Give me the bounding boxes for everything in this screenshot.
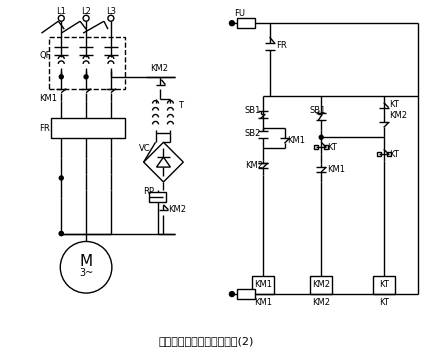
Text: L1: L1 — [57, 7, 66, 16]
Text: KT: KT — [327, 143, 337, 152]
Circle shape — [230, 292, 235, 297]
Bar — [149, 192, 166, 202]
Text: 3~: 3~ — [79, 268, 93, 278]
Text: KM2: KM2 — [312, 280, 330, 289]
Text: KT: KT — [388, 150, 399, 159]
Circle shape — [59, 232, 63, 235]
Bar — [377, 152, 381, 156]
Text: T: T — [178, 101, 183, 110]
Text: KM2: KM2 — [388, 111, 407, 120]
Circle shape — [59, 232, 63, 235]
Bar — [237, 289, 255, 299]
Circle shape — [59, 75, 63, 79]
Text: SB2: SB2 — [245, 129, 261, 138]
Circle shape — [108, 15, 114, 21]
Text: FU: FU — [235, 9, 245, 18]
Text: KM1: KM1 — [254, 280, 272, 289]
Text: L3: L3 — [106, 7, 116, 16]
Text: SB1: SB1 — [245, 106, 261, 115]
Text: KM1: KM1 — [254, 298, 272, 306]
Text: FR: FR — [40, 124, 50, 133]
Circle shape — [84, 75, 88, 79]
Circle shape — [60, 241, 112, 293]
Text: RP: RP — [143, 187, 154, 196]
Bar — [310, 276, 332, 294]
Text: KM1: KM1 — [40, 94, 57, 103]
Text: KM2: KM2 — [168, 205, 186, 214]
Text: KM2: KM2 — [245, 161, 263, 169]
Circle shape — [83, 15, 89, 21]
Text: 时间原则能耗制动控制电路(2): 时间原则能耗制动控制电路(2) — [158, 336, 254, 346]
Text: KM2: KM2 — [150, 64, 169, 73]
Text: QF: QF — [40, 52, 51, 60]
Text: KT: KT — [388, 100, 399, 109]
Bar — [314, 145, 318, 149]
Bar — [387, 152, 391, 156]
Circle shape — [230, 21, 235, 26]
Text: KM2: KM2 — [312, 298, 330, 306]
Text: M: M — [80, 254, 93, 269]
Text: L2: L2 — [81, 7, 91, 16]
Circle shape — [319, 135, 323, 139]
Circle shape — [58, 15, 64, 21]
Text: KT: KT — [379, 280, 388, 289]
Bar — [51, 119, 125, 138]
Text: KM1: KM1 — [327, 164, 345, 174]
Text: KM1: KM1 — [287, 136, 305, 145]
Text: FR: FR — [277, 41, 287, 49]
Bar — [49, 37, 125, 89]
Bar — [252, 276, 274, 294]
Bar — [324, 145, 328, 149]
Text: KT: KT — [379, 298, 388, 306]
Bar — [237, 18, 255, 28]
Bar — [373, 276, 395, 294]
Circle shape — [59, 176, 63, 180]
Text: SB1: SB1 — [309, 106, 326, 115]
Text: VC: VC — [139, 144, 150, 153]
